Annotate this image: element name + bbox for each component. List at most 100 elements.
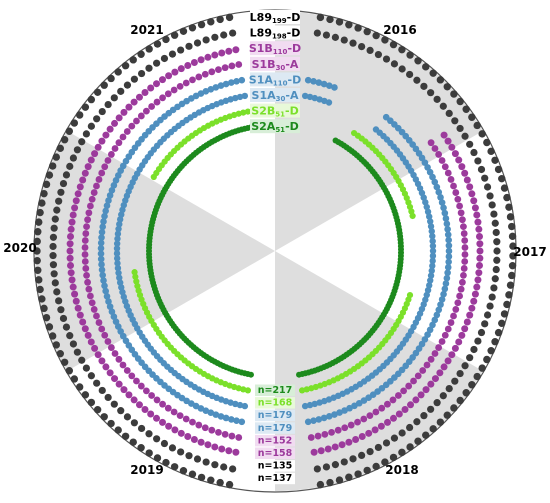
- data-point: [494, 165, 503, 174]
- data-point: [113, 255, 121, 262]
- data-point: [461, 237, 469, 244]
- data-point: [236, 93, 244, 101]
- data-point: [423, 361, 431, 369]
- data-point: [59, 179, 68, 188]
- data-point: [72, 197, 80, 205]
- ring-dots: [33, 13, 517, 489]
- data-point: [48, 332, 57, 340]
- data-point: [97, 245, 105, 252]
- data-point: [120, 108, 128, 116]
- data-point: [190, 435, 198, 443]
- data-point: [473, 121, 481, 130]
- data-point: [304, 418, 312, 426]
- data-point: [428, 267, 435, 274]
- data-point: [130, 98, 138, 106]
- data-point: [462, 389, 470, 397]
- data-point: [159, 418, 166, 426]
- data-point: [301, 402, 309, 410]
- data-point: [444, 169, 452, 177]
- year-label-2017: 2017: [513, 245, 546, 259]
- data-point: [98, 234, 105, 241]
- data-point: [211, 33, 219, 41]
- data-point: [363, 27, 371, 36]
- data-point: [82, 364, 90, 372]
- data-point: [52, 153, 60, 161]
- data-point: [500, 184, 509, 192]
- data-point: [466, 311, 474, 319]
- data-point: [401, 406, 409, 413]
- data-point: [461, 169, 469, 177]
- data-point: [315, 416, 323, 423]
- data-point: [97, 250, 105, 257]
- data-point: [197, 20, 206, 29]
- count-label-bg: [255, 447, 295, 459]
- data-point: [51, 215, 59, 223]
- data-point: [458, 163, 466, 171]
- data-point: [476, 247, 484, 255]
- data-point: [79, 176, 87, 184]
- data-point: [123, 367, 131, 374]
- data-point: [177, 448, 185, 456]
- data-point: [129, 56, 137, 64]
- data-point: [444, 137, 452, 145]
- data-point: [225, 447, 233, 455]
- data-point: [244, 108, 252, 115]
- data-point: [493, 256, 501, 264]
- data-point: [454, 195, 462, 203]
- data-point: [211, 461, 219, 469]
- data-point: [52, 341, 60, 349]
- data-point: [36, 208, 44, 217]
- data-point: [188, 24, 197, 32]
- data-point: [431, 145, 439, 152]
- data-point: [159, 94, 166, 102]
- data-point: [121, 62, 130, 70]
- data-point: [201, 70, 209, 78]
- data-point: [427, 89, 435, 97]
- data-point: [104, 338, 112, 345]
- data-point: [450, 90, 458, 98]
- data-point: [426, 282, 433, 289]
- data-point: [470, 345, 478, 354]
- data-point: [486, 302, 494, 310]
- data-point: [494, 328, 503, 337]
- ring-label-bg: [250, 72, 300, 87]
- data-point: [197, 90, 205, 97]
- data-point: [189, 418, 196, 426]
- data-point: [125, 391, 133, 399]
- data-point: [195, 73, 203, 81]
- data-point: [508, 271, 516, 280]
- data-point: [165, 422, 173, 430]
- data-point: [145, 430, 153, 438]
- data-point: [65, 367, 74, 375]
- data-point: [457, 209, 465, 217]
- data-point: [153, 454, 162, 462]
- data-point: [331, 84, 338, 91]
- data-point: [68, 218, 76, 226]
- data-point: [377, 422, 385, 430]
- data-point: [207, 409, 215, 417]
- data-point: [95, 176, 103, 183]
- data-point: [400, 387, 408, 395]
- data-point: [201, 424, 209, 432]
- data-point: [311, 400, 318, 408]
- data-point: [429, 237, 436, 245]
- data-point: [121, 432, 130, 440]
- data-point: [409, 212, 416, 220]
- data-point: [116, 279, 124, 286]
- data-point: [204, 53, 212, 61]
- data-point: [384, 400, 391, 408]
- data-point: [51, 279, 59, 287]
- data-point: [97, 255, 105, 263]
- data-point: [338, 441, 346, 449]
- count-label-S1A_30_A: n=179: [258, 410, 293, 421]
- data-point: [142, 107, 150, 115]
- data-point: [444, 225, 451, 233]
- data-point: [78, 138, 86, 146]
- data-point: [492, 265, 500, 274]
- data-point: [222, 80, 230, 88]
- count-label-S1B_110_D: n=158: [258, 448, 293, 459]
- ring-S1A_110_D: [97, 76, 453, 426]
- data-point: [153, 98, 161, 106]
- data-point: [303, 386, 310, 393]
